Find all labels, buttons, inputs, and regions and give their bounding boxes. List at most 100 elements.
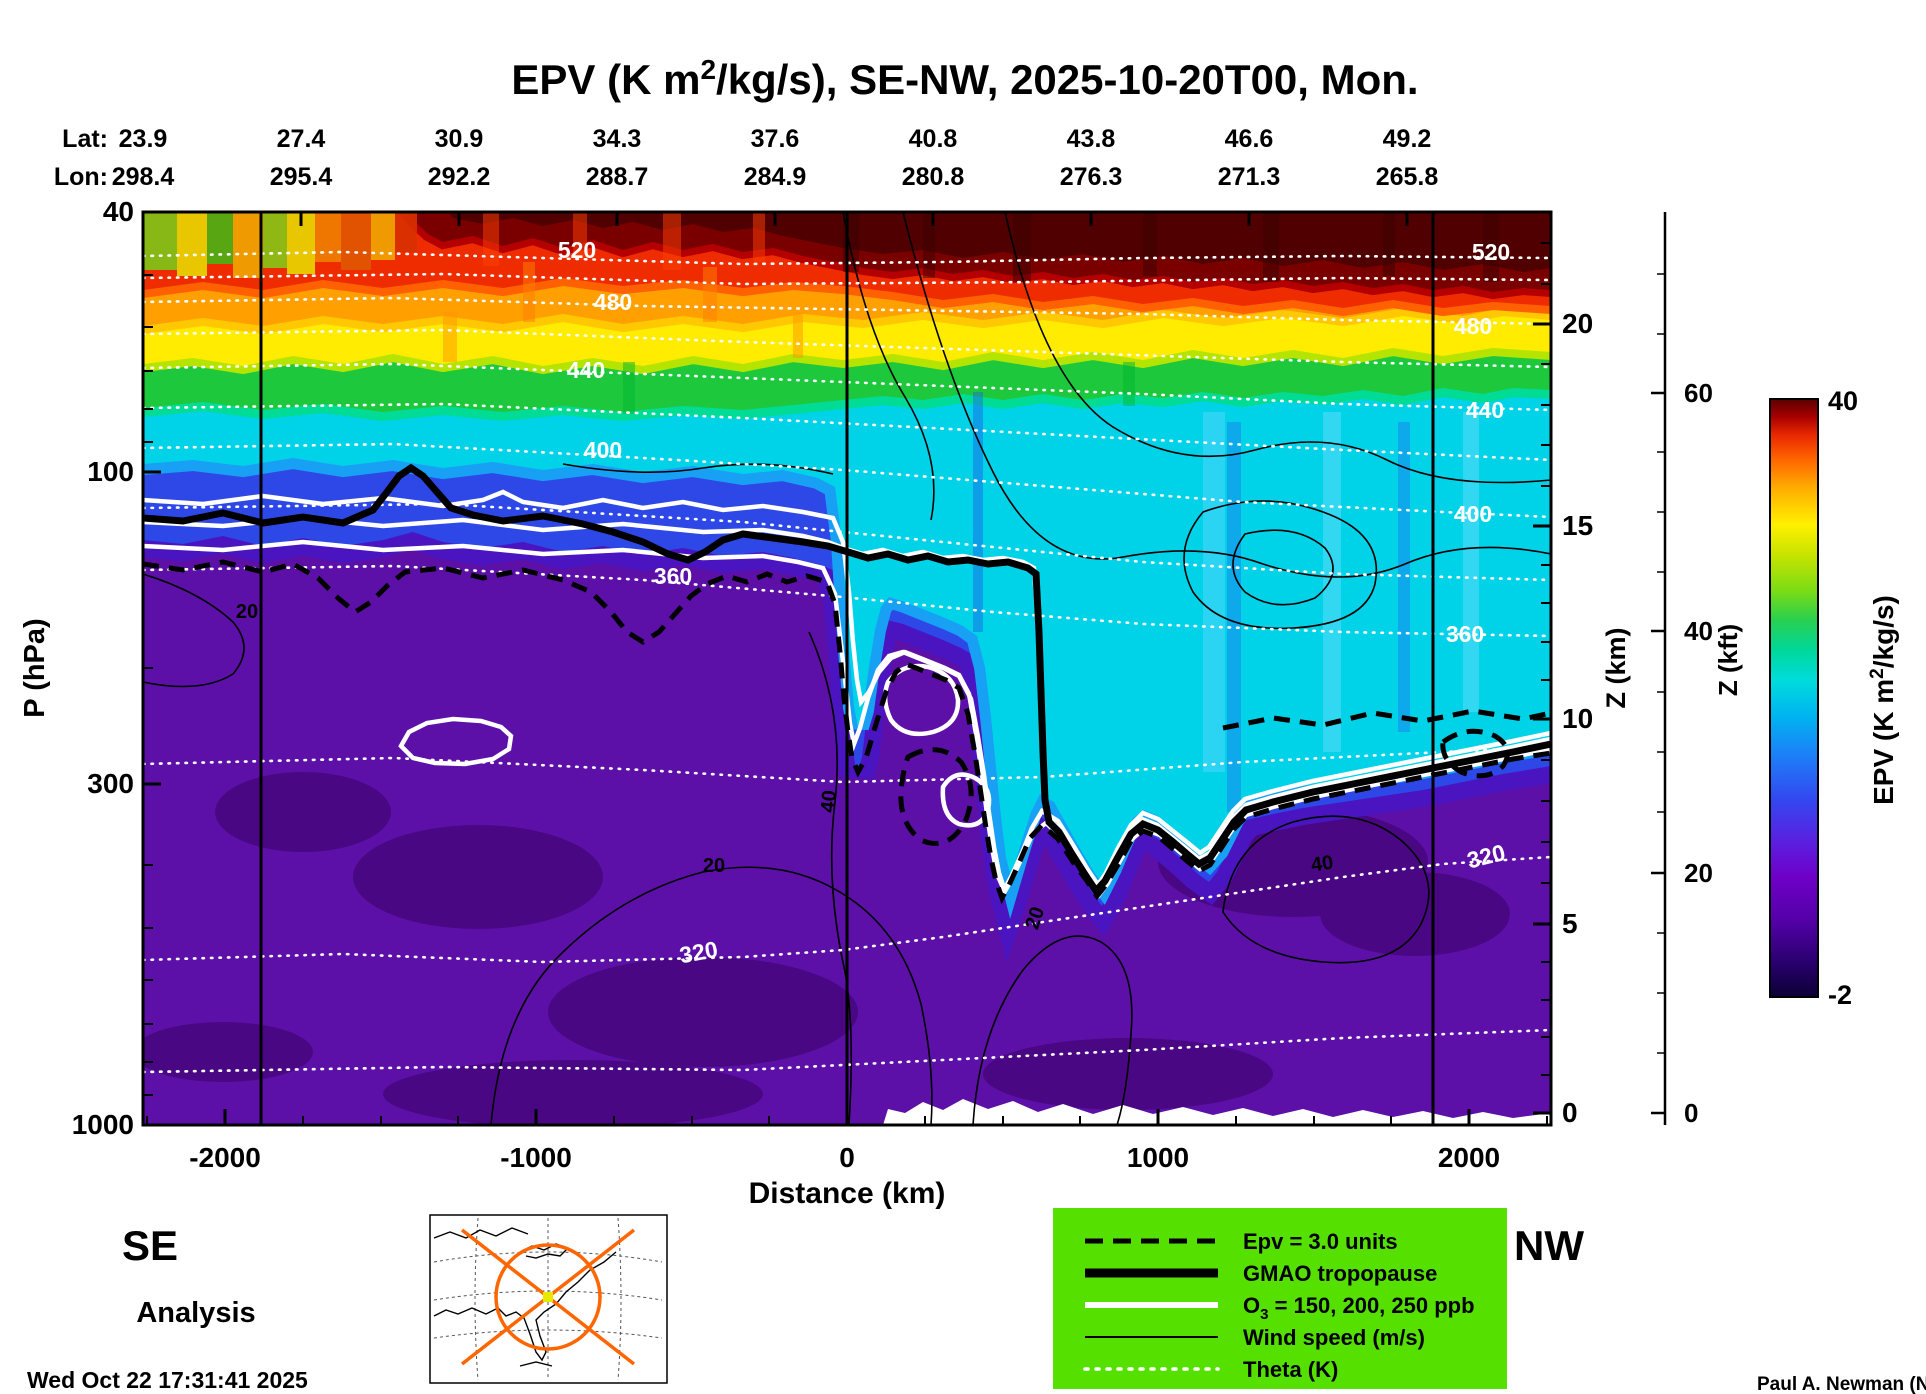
lon-value: 298.4	[112, 163, 175, 191]
legend: Epv = 3.0 units GMAO tropopause O3 = 150…	[1053, 1208, 1507, 1389]
lon-value: 280.8	[902, 163, 965, 191]
coastline-great-lakes	[519, 1243, 570, 1259]
colorbar-title-sup: 2	[1867, 668, 1888, 679]
graticule-line	[617, 1217, 622, 1381]
pressure-tick: 300	[87, 768, 134, 799]
map-coastlines	[433, 1227, 617, 1367]
zkft-tick: 0	[1684, 1098, 1698, 1128]
legend-ozone-label: O3 = 150, 200, 250 ppb	[1243, 1293, 1475, 1323]
distance-tick: -2000	[189, 1142, 261, 1173]
zkft-axis-title: Z (kft)	[1713, 624, 1743, 696]
theta-label: 360	[1446, 621, 1484, 647]
legend-o3-post: = 150, 200, 250 ppb	[1268, 1293, 1474, 1318]
streak	[923, 212, 935, 278]
distance-tick: 1000	[1127, 1142, 1189, 1173]
lon-row-label: Lon:	[54, 163, 108, 191]
colorbar-min: -2	[1828, 980, 1852, 1010]
mottle-streak	[395, 212, 417, 252]
credit-label: Paul A. Newman (NASA	[1757, 1374, 1926, 1394]
lat-row-label: Lat:	[62, 125, 108, 153]
distance-tick: 0	[839, 1142, 855, 1173]
dark-patch	[548, 957, 858, 1067]
graticule-line	[433, 1251, 663, 1263]
lat-value: 43.8	[1067, 125, 1116, 153]
streak	[973, 392, 983, 632]
pressure-tick: 40	[103, 196, 134, 227]
mottle-streak	[233, 212, 263, 278]
mottle-streak	[315, 212, 341, 262]
streak	[1143, 212, 1157, 276]
theta-label: 440	[1466, 397, 1504, 423]
zkm-tick: 5	[1562, 908, 1578, 939]
theta-label: 360	[654, 563, 692, 589]
streak	[753, 212, 765, 262]
theta-label: 440	[567, 357, 605, 383]
map-inset-frame	[429, 1214, 668, 1384]
distance-axis-title: Distance (km)	[749, 1177, 946, 1210]
theta-label: 400	[1454, 501, 1492, 527]
map-circle-marker	[494, 1243, 602, 1351]
coastline	[433, 1251, 617, 1362]
theta-label: 400	[584, 437, 622, 463]
kft-axis-minor-ticks	[1657, 273, 1665, 1054]
theta-label: 520	[558, 237, 596, 263]
pressure-tick: 100	[87, 456, 134, 487]
streak	[703, 267, 717, 322]
colorbar-gradient	[1769, 398, 1819, 998]
wind-label: 40	[1310, 852, 1335, 877]
streak	[1227, 422, 1241, 812]
analysis-label: Analysis	[136, 1297, 255, 1329]
dark-patch	[1320, 872, 1510, 956]
streak	[1263, 212, 1279, 282]
lon-value: 284.9	[744, 163, 807, 191]
mottle-streak	[207, 212, 233, 264]
pressure-tick: 1000	[72, 1109, 134, 1140]
nw-corner-label: NW	[1514, 1222, 1584, 1269]
lat-value: 23.9	[119, 125, 168, 153]
mottle-streak	[177, 212, 207, 276]
coastline	[433, 1227, 529, 1239]
map-graticule	[433, 1217, 663, 1381]
map-center-marker	[543, 1292, 553, 1302]
zkm-tick: 15	[1562, 510, 1593, 541]
zkft-tick: 60	[1684, 378, 1713, 408]
lat-value: 40.8	[909, 125, 958, 153]
colorbar-title: EPV (K m2/kg/s)	[1867, 595, 1899, 805]
streak	[1203, 412, 1225, 772]
streak	[483, 212, 499, 266]
streak	[1013, 212, 1031, 282]
theta-label: 480	[1454, 313, 1492, 339]
zkm-axis-title: Z (km)	[1601, 628, 1631, 709]
legend-o3-pre: O	[1243, 1293, 1260, 1318]
kft-axis-major-ticks	[1651, 391, 1665, 1115]
streak	[443, 312, 457, 362]
lon-value: 271.3	[1218, 163, 1281, 191]
zkm-tick: 10	[1562, 703, 1593, 734]
title-post: /kg/s), SE-NW, 2025-10-20T00, Mon.	[716, 56, 1419, 103]
mottle-streak	[143, 212, 177, 270]
mottle-streak	[341, 212, 371, 270]
lat-value: 27.4	[277, 125, 326, 153]
map-x-line	[460, 1228, 636, 1366]
pressure-axis-title: P (hPa)	[19, 618, 51, 717]
zkm-tick: 20	[1562, 308, 1593, 339]
lat-value: 49.2	[1383, 125, 1432, 153]
theta-label: 480	[594, 289, 632, 315]
distance-tick: 2000	[1438, 1142, 1500, 1173]
coastline-cuba	[519, 1361, 553, 1367]
mottle-streak	[263, 212, 287, 268]
zkft-tick: 20	[1684, 858, 1713, 888]
theta-label: 520	[1472, 239, 1510, 265]
graticule-line	[433, 1290, 663, 1301]
wind-label: 20	[703, 855, 725, 877]
distance-tick: -1000	[500, 1142, 572, 1173]
legend-wind-label: Wind speed (m/s)	[1243, 1325, 1425, 1350]
wind-label: 20	[236, 601, 258, 623]
streak	[623, 362, 635, 414]
dark-patch	[353, 825, 603, 929]
epv-cross-section-plot: 520 520 480 480 440 440 400 400 360 360 …	[143, 212, 1551, 1125]
legend-epv-label: Epv = 3.0 units	[1243, 1229, 1398, 1254]
lon-value: 288.7	[586, 163, 649, 191]
lon-value: 295.4	[270, 163, 333, 191]
